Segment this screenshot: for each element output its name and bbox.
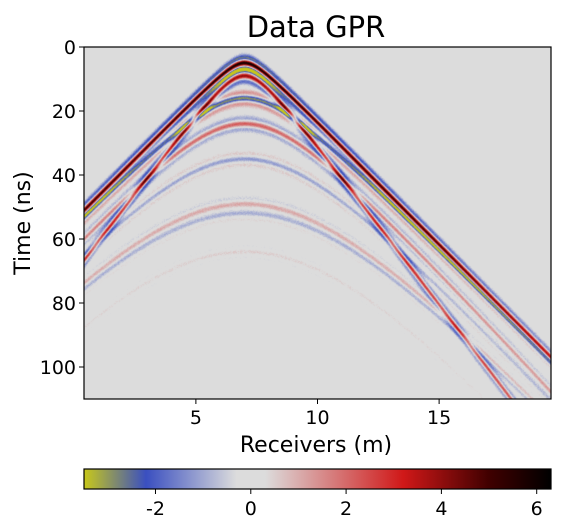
y-tick-label: 40 xyxy=(52,165,76,187)
chart-title: Data GPR xyxy=(247,10,386,44)
colorbar-tick-label: 2 xyxy=(340,498,352,520)
colorbar: -2 0 2 4 6 xyxy=(83,468,552,520)
colorbar-tick-label: 4 xyxy=(435,498,447,520)
y-tick-label: 20 xyxy=(52,101,76,123)
colorbar-gradient xyxy=(83,468,552,490)
x-tick-label: 5 xyxy=(190,407,202,429)
gpr-heatmap xyxy=(84,47,551,399)
colorbar-tick-label: -2 xyxy=(146,498,165,520)
colorbar-ticks: -2 0 2 4 6 xyxy=(146,489,543,520)
x-tick-label: 10 xyxy=(305,407,329,429)
x-axis: 5 10 15 xyxy=(190,399,451,429)
colorbar-tick-label: 6 xyxy=(531,498,543,520)
colorbar-tick-label: 0 xyxy=(245,498,257,520)
x-tick-label: 15 xyxy=(427,407,451,429)
y-axis-label: Time (ns) xyxy=(11,171,36,275)
y-tick-label: 100 xyxy=(40,357,76,379)
y-tick-label: 80 xyxy=(52,293,76,315)
y-tick-label: 60 xyxy=(52,229,76,251)
plot-area xyxy=(83,46,552,400)
y-axis: 0 20 40 60 80 100 xyxy=(40,37,84,379)
y-tick-label: 0 xyxy=(64,37,76,59)
x-axis-label: Receivers (m) xyxy=(240,433,392,458)
